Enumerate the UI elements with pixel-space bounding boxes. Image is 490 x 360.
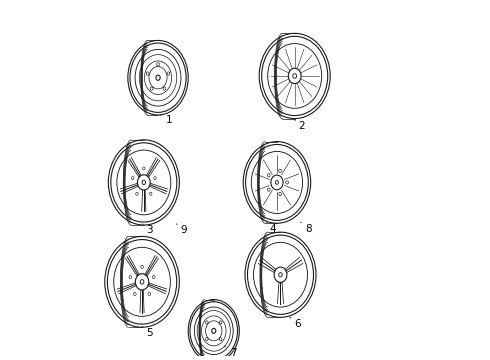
Text: 8: 8 [305,224,312,234]
Text: 9: 9 [181,225,187,235]
Text: 2: 2 [298,121,305,131]
Text: 6: 6 [294,319,301,329]
Text: 7: 7 [230,348,237,358]
Text: 4: 4 [270,224,276,234]
Text: 5: 5 [147,328,153,338]
Text: 3: 3 [147,225,153,235]
Text: 1: 1 [165,115,172,125]
